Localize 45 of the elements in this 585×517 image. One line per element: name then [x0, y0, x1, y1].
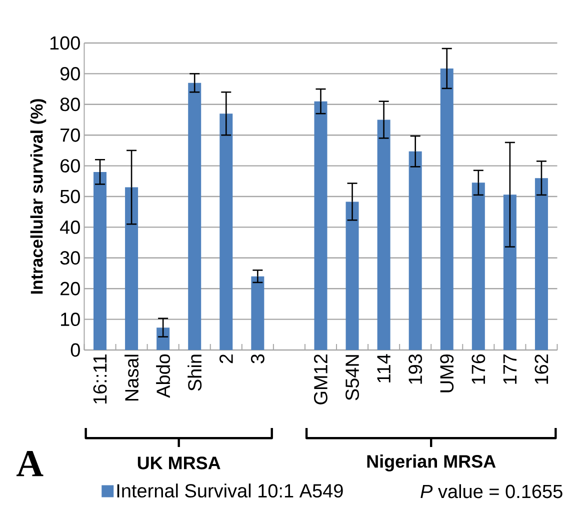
x-tick-label: Abdo: [156, 354, 170, 398]
x-tick-label: 176: [472, 354, 486, 384]
text: P value = 0.1655: [420, 484, 562, 498]
x-tick-label: GM12: [314, 354, 328, 404]
text: Nigerian MRSA: [367, 454, 496, 472]
x-tick-label: 16::11: [93, 354, 107, 404]
y-tick-label: 100: [50, 36, 80, 50]
y-tick-label: 50: [60, 190, 80, 204]
bar: [472, 182, 485, 350]
x-tick-label: S54N: [346, 355, 359, 400]
bar: [314, 101, 328, 350]
y-tick-label: 10: [61, 312, 80, 326]
x-tick-label: 177: [503, 354, 516, 384]
bar: [346, 202, 359, 350]
x-tick-label: 3: [250, 354, 264, 364]
x-tick-label: Nasal: [124, 354, 139, 401]
text: A: [16, 451, 44, 476]
y-tick-label: 80: [60, 98, 80, 112]
legend-label: Internal Survival 10:1 A549: [117, 484, 343, 498]
bar: [440, 68, 454, 350]
y-tick-label: 20: [60, 282, 80, 296]
x-tick-label: UM9: [440, 354, 454, 392]
x-tick-label: Shin: [188, 354, 202, 391]
text: UK MRSA: [138, 456, 220, 470]
bar: [188, 82, 202, 350]
y-tick-label: 30: [60, 251, 80, 265]
y-tick-label: 40: [60, 220, 80, 234]
bar: [534, 178, 548, 350]
x-tick-label: 162: [534, 354, 548, 384]
bar: [503, 194, 516, 350]
y-tick-label: 0: [70, 343, 80, 357]
y-tick-label: 90: [60, 66, 80, 80]
x-tick-label: 114: [377, 354, 390, 382]
bar: [251, 276, 264, 350]
bar: [220, 114, 233, 350]
bar: [377, 120, 390, 350]
x-tick-label: 193: [408, 354, 422, 384]
bar: [125, 187, 138, 350]
bar: [156, 328, 170, 350]
bar: [408, 151, 422, 350]
y-axis-title: Intracellular survival (%): [30, 99, 46, 294]
y-tick-label: 60: [60, 159, 80, 173]
x-tick-label: 2: [220, 354, 233, 364]
y-tick-label: 70: [60, 128, 80, 142]
bar: [94, 172, 106, 350]
